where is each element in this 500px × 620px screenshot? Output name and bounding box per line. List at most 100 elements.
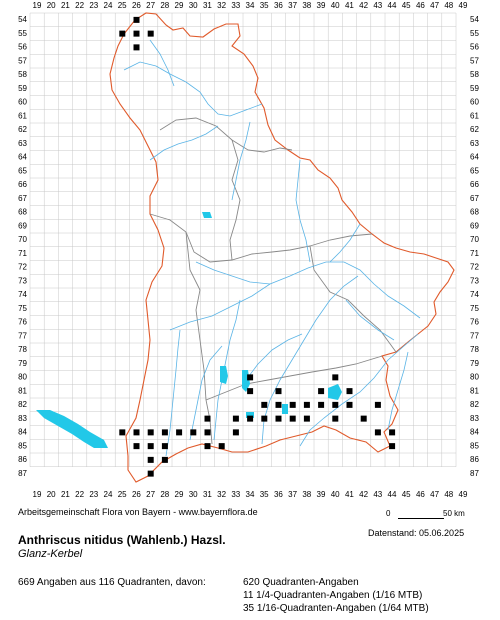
river-isar <box>261 275 359 445</box>
credit-text: Arbeitsgemeinschaft Flora von Bayern - w… <box>18 507 258 517</box>
col-label-bottom-43: 43 <box>373 490 382 499</box>
river-wertach <box>189 345 223 441</box>
row-label-right-78: 78 <box>470 345 479 354</box>
river-danube <box>169 261 421 331</box>
occurrence-marker <box>133 30 140 37</box>
col-label-bottom-49: 49 <box>459 490 468 499</box>
row-label-right-80: 80 <box>470 373 479 382</box>
col-label-top-43: 43 <box>373 1 382 10</box>
row-label-right-72: 72 <box>470 263 479 272</box>
col-label-bottom-36: 36 <box>274 490 283 499</box>
occurrence-marker <box>218 443 225 450</box>
occurrence-marker <box>303 415 310 422</box>
row-label-left-83: 83 <box>18 414 27 423</box>
row-label-left-87: 87 <box>18 469 27 478</box>
col-label-bottom-39: 39 <box>317 490 326 499</box>
row-label-left-54: 54 <box>18 15 27 24</box>
row-label-right-76: 76 <box>470 318 479 327</box>
col-label-top-20: 20 <box>47 1 56 10</box>
row-label-left-68: 68 <box>18 208 27 217</box>
row-label-left-77: 77 <box>18 331 27 340</box>
occurrence-marker <box>247 374 254 381</box>
row-label-left-79: 79 <box>18 359 27 368</box>
row-label-right-58: 58 <box>470 70 479 79</box>
row-label-left-66: 66 <box>18 180 27 189</box>
col-label-bottom-38: 38 <box>302 490 311 499</box>
row-label-right-83: 83 <box>470 414 479 423</box>
row-label-left-60: 60 <box>18 98 27 107</box>
occurrence-marker <box>147 470 154 477</box>
row-label-right-55: 55 <box>470 29 479 38</box>
grid-lines <box>29 12 457 467</box>
occurrence-marker <box>147 443 154 450</box>
rivers <box>123 39 421 457</box>
col-label-top-19: 19 <box>33 1 42 10</box>
occurrence-marker <box>161 456 168 463</box>
species-name: Anthriscus nitidus (Wahlenb.) Hazsl. <box>18 533 226 547</box>
col-label-bottom-20: 20 <box>47 490 56 499</box>
col-label-top-31: 31 <box>203 1 212 10</box>
occurrence-marker <box>275 415 282 422</box>
row-label-right-65: 65 <box>470 166 479 175</box>
district-border-south <box>205 355 383 401</box>
occurrence-marker <box>289 401 296 408</box>
occurrence-marker <box>247 415 254 422</box>
occurrence-marker <box>346 388 353 395</box>
occurrence-marker <box>332 374 339 381</box>
col-label-bottom-25: 25 <box>118 490 127 499</box>
col-label-top-41: 41 <box>345 1 354 10</box>
row-label-left-71: 71 <box>18 249 27 258</box>
lake-chiemsee <box>328 384 342 400</box>
occurrence-marker <box>374 401 381 408</box>
river-main <box>123 61 263 117</box>
row-label-right-63: 63 <box>470 139 479 148</box>
row-label-left-82: 82 <box>18 400 27 409</box>
col-label-top-24: 24 <box>104 1 113 10</box>
row-label-right-59: 59 <box>470 84 479 93</box>
row-label-right-57: 57 <box>470 56 479 65</box>
river-inn <box>299 333 419 447</box>
row-label-left-84: 84 <box>18 428 27 437</box>
col-label-top-47: 47 <box>430 1 439 10</box>
col-label-top-21: 21 <box>61 1 70 10</box>
col-label-top-45: 45 <box>402 1 411 10</box>
river-naab <box>295 159 311 263</box>
row-label-right-70: 70 <box>470 235 479 244</box>
col-label-bottom-31: 31 <box>203 490 212 499</box>
col-label-top-35: 35 <box>260 1 269 10</box>
row-label-right-71: 71 <box>470 249 479 258</box>
scale-bar <box>398 518 444 519</box>
row-label-left-70: 70 <box>18 235 27 244</box>
row-label-right-74: 74 <box>470 290 479 299</box>
col-label-bottom-34: 34 <box>246 490 255 499</box>
col-label-bottom-30: 30 <box>189 490 198 499</box>
col-label-top-46: 46 <box>416 1 425 10</box>
occurrence-marker <box>232 415 239 422</box>
occurrence-marker <box>147 30 154 37</box>
district-border-central <box>149 213 373 263</box>
row-label-left-57: 57 <box>18 56 27 65</box>
river-saale <box>149 39 175 87</box>
occurrence-marker <box>147 429 154 436</box>
col-label-bottom-26: 26 <box>132 490 141 499</box>
row-label-left-67: 67 <box>18 194 27 203</box>
row-label-left-75: 75 <box>18 304 27 313</box>
row-label-right-66: 66 <box>470 180 479 189</box>
row-label-left-81: 81 <box>18 386 27 395</box>
stat-quadrant: 620 Quadranten-Angaben <box>243 577 359 588</box>
col-label-bottom-47: 47 <box>430 490 439 499</box>
lake-bodensee <box>36 410 108 448</box>
occurrence-marker <box>119 30 126 37</box>
occurrence-marker <box>318 388 325 395</box>
col-label-bottom-44: 44 <box>388 490 397 499</box>
col-label-bottom-23: 23 <box>89 490 98 499</box>
row-labels-left: 54 55 56 57 58 59 60 61 62 63 64 65 66 67 68 69 70 71 72 73… <box>18 15 27 478</box>
col-label-bottom-29: 29 <box>175 490 184 499</box>
col-label-bottom-27: 27 <box>146 490 155 499</box>
col-label-bottom-19: 19 <box>33 490 42 499</box>
row-label-right-62: 62 <box>470 125 479 134</box>
occurrence-marker <box>261 415 268 422</box>
col-label-bottom-41: 41 <box>345 490 354 499</box>
occurrence-marker <box>133 443 140 450</box>
row-label-left-74: 74 <box>18 290 27 299</box>
